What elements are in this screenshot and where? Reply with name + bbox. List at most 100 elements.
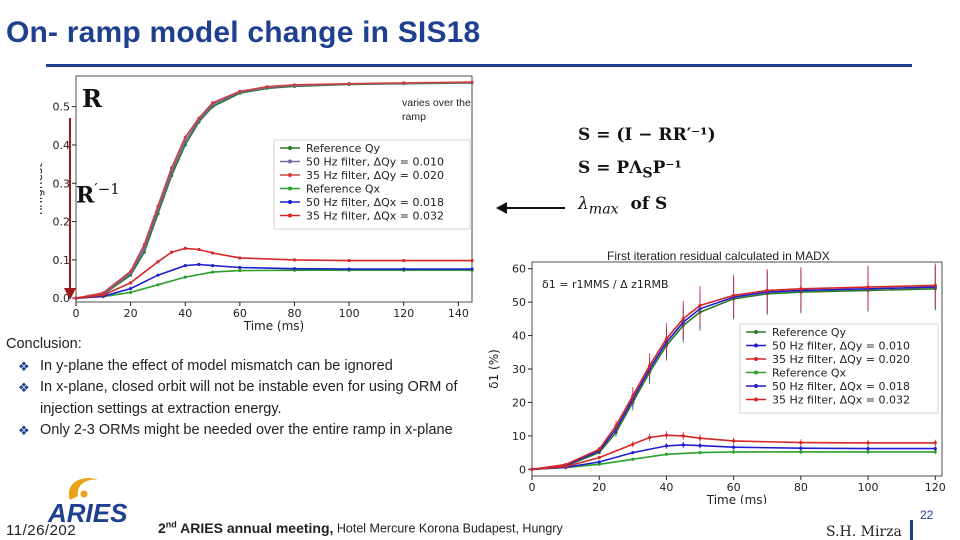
y-tick-label: 0.4	[53, 139, 71, 152]
page-number: 22	[920, 508, 934, 522]
legend-marker	[288, 186, 292, 191]
equation-s-eigendecomposition: S = PΛSP⁻¹	[578, 158, 682, 181]
data-point	[347, 82, 351, 86]
conclusion-item: ❖ In y-plane the effect of model mismatch…	[6, 356, 476, 378]
x-tick-label: 0	[73, 307, 80, 320]
data-point	[698, 450, 702, 455]
data-point	[347, 267, 351, 271]
legend-marker	[754, 370, 758, 375]
legend-label: 50 Hz filter, ΔQx = 0.018	[306, 196, 444, 209]
conclusion-heading: Conclusion:	[6, 336, 82, 352]
ramp-note: varies over the ramp	[402, 97, 471, 123]
data-point	[197, 262, 201, 267]
data-point	[614, 424, 618, 428]
slide-date: 11/26/202	[6, 522, 77, 539]
data-point	[238, 89, 242, 93]
aries-logo: ARIES	[47, 478, 128, 526]
data-point	[402, 81, 406, 85]
data-point	[597, 460, 601, 464]
symbol-r: R	[82, 84, 102, 113]
data-point	[799, 440, 803, 445]
data-point	[238, 268, 242, 273]
data-point	[648, 435, 652, 440]
data-point	[183, 135, 187, 139]
data-point	[681, 434, 685, 438]
y-axis-label: δ1 (%)	[488, 349, 501, 389]
data-point	[197, 247, 201, 252]
legend-label: 50 Hz filter, ΔQy = 0.010	[772, 340, 910, 353]
lambda-highest-chart: 0 20 40 60 80 100 120 140 0.0 0.1 0.2 0.3 0.4 0.5 Time…	[40, 70, 480, 332]
symbol-r-inverse-exponent: ′−1	[94, 180, 120, 198]
residual-chart-title: First iteration residual calculated in M…	[607, 249, 830, 263]
footer-rule	[910, 520, 913, 540]
legend-marker	[288, 159, 292, 164]
series-line	[531, 284, 936, 471]
data-point	[866, 450, 870, 454]
data-point	[933, 450, 937, 454]
data-point	[799, 287, 803, 291]
data-point	[698, 436, 702, 440]
data-point	[238, 256, 242, 260]
data-point	[265, 85, 269, 89]
conclusion-item: ❖ In x-plane, closed orbit will not be in…	[6, 377, 476, 420]
series-line	[75, 263, 472, 299]
data-point	[101, 293, 105, 297]
data-point	[470, 259, 474, 263]
data-point	[631, 457, 635, 461]
left-arrow-icon	[496, 202, 565, 214]
x-tick-label: 140	[448, 307, 469, 320]
diamond-bullet-icon: ❖	[18, 423, 30, 438]
data-point	[631, 450, 635, 455]
data-point	[530, 467, 534, 471]
data-point	[129, 286, 133, 291]
data-point	[156, 273, 160, 277]
data-point	[664, 452, 669, 456]
series-line	[531, 286, 936, 471]
data-point	[169, 250, 174, 254]
data-point	[101, 291, 105, 295]
y-tick-label: 60	[512, 263, 526, 276]
legend-label: Reference Qx	[306, 183, 381, 196]
y-tick-label: 40	[512, 330, 526, 343]
x-tick-label: 20	[592, 481, 606, 494]
data-point	[631, 394, 635, 398]
y-tick-label: 0.3	[53, 177, 71, 190]
conclusion-item: ❖ Only 2-3 ORMs might be needed over the …	[6, 420, 476, 442]
title-underline	[46, 64, 912, 67]
y-tick-label: 50	[512, 296, 526, 309]
data-point	[631, 442, 635, 446]
footer-meeting-ordinal: 2nd ARIES annual meeting,	[158, 519, 334, 536]
data-point	[183, 246, 187, 250]
x-tick-label: 20	[124, 307, 138, 320]
data-point	[129, 269, 133, 273]
x-tick-label: 60	[727, 481, 741, 494]
legend-box	[739, 323, 939, 414]
x-tick-label: 120	[393, 307, 414, 320]
x-axis-label: Time (ms)	[243, 319, 305, 332]
series-line	[531, 434, 936, 471]
x-tick-label: 60	[233, 307, 247, 320]
legend-label: 35 Hz filter, ΔQx = 0.032	[772, 394, 910, 407]
x-tick-label: 80	[287, 307, 301, 320]
eq2-sub: S	[642, 165, 653, 182]
conclusion-block: Conclusion: ❖ In y-plane the effect of mo…	[6, 334, 476, 442]
legend-label: Reference Qy	[306, 142, 381, 155]
aries-logo-dot	[80, 490, 88, 498]
data-point	[292, 258, 297, 262]
data-point	[866, 285, 870, 289]
data-point	[799, 446, 803, 450]
legend-label: Reference Qx	[772, 367, 847, 380]
data-point	[933, 441, 937, 445]
y-tick-label: 0.5	[53, 101, 71, 114]
conclusion-item-text: Only 2-3 ORMs might be needed over the e…	[40, 422, 453, 438]
data-point	[183, 264, 187, 268]
red-arrow-icon	[64, 118, 76, 300]
legend-marker	[754, 384, 758, 388]
series-line	[531, 288, 936, 471]
legend-marker	[288, 213, 292, 218]
data-point	[664, 444, 669, 448]
x-tick-label: 100	[858, 481, 879, 494]
slide-title: On- ramp model change in SIS18	[6, 16, 481, 49]
legend-box	[273, 139, 471, 230]
data-point	[210, 270, 215, 274]
